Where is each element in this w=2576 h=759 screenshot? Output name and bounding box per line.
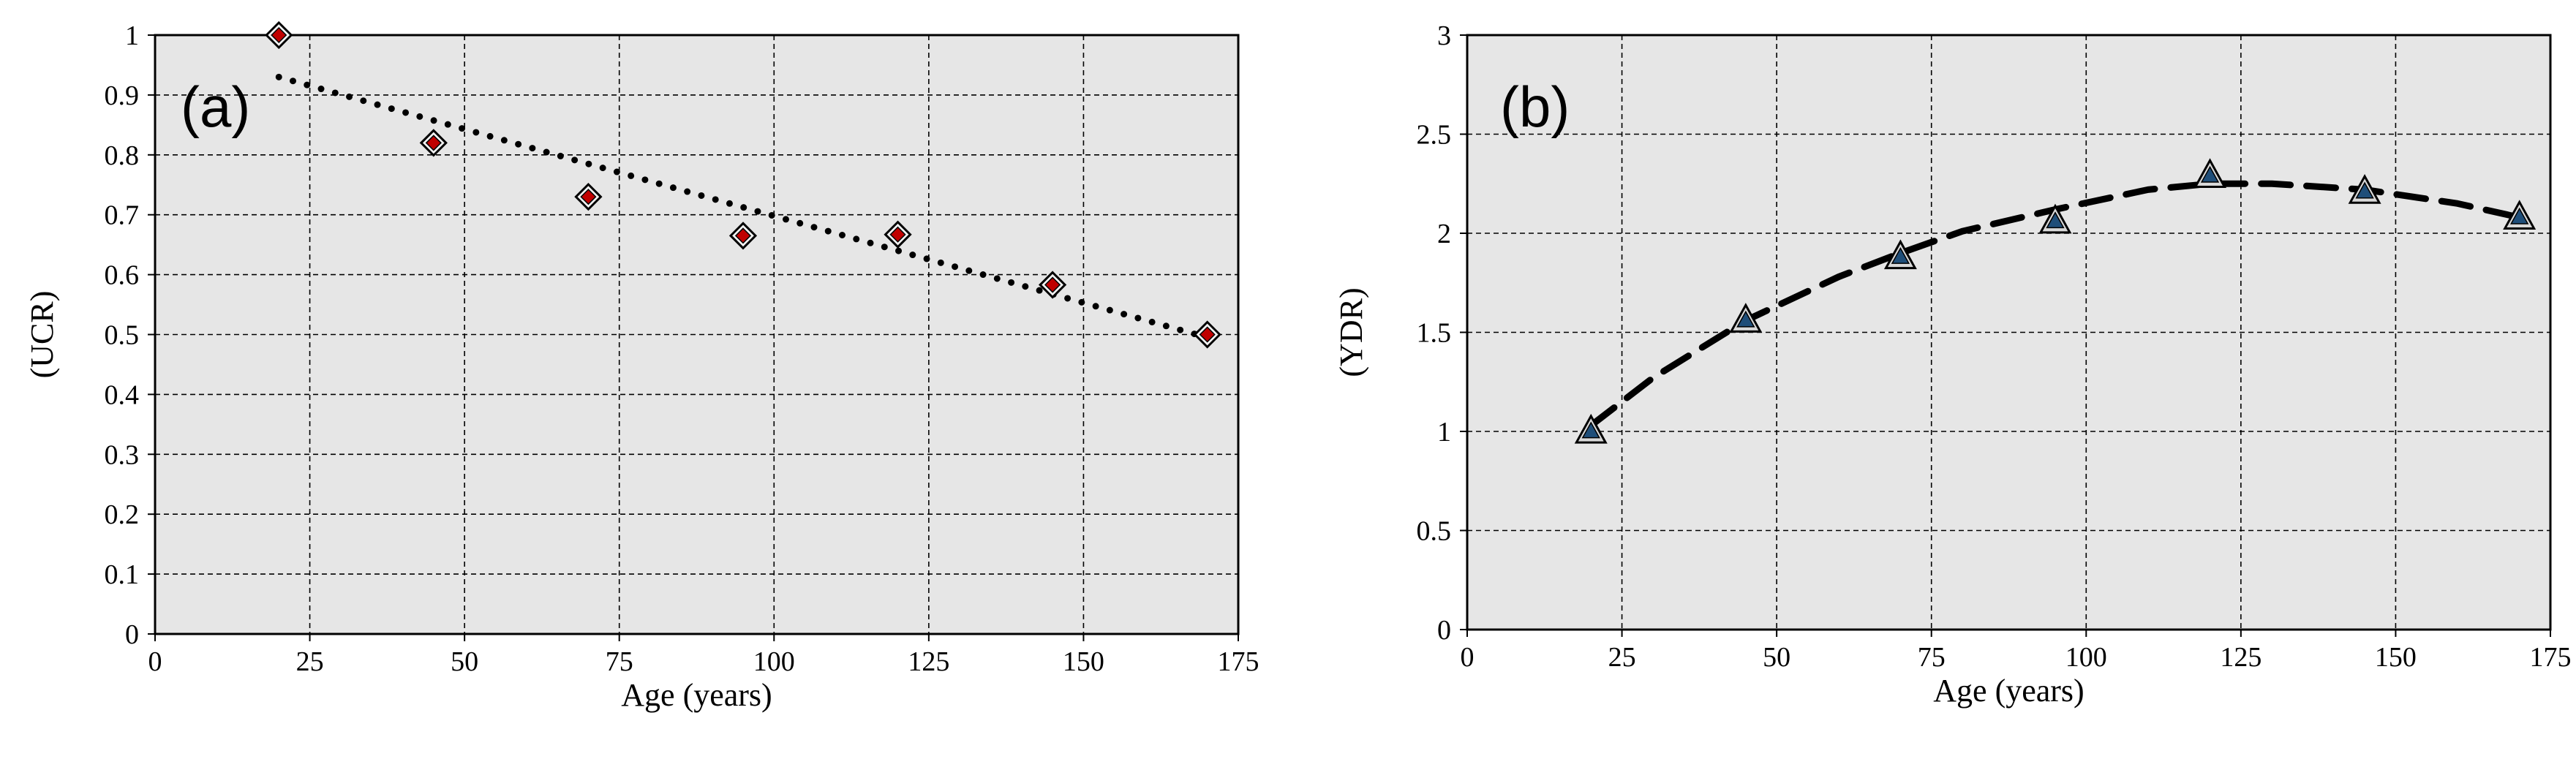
- chart-a: 0 25 50 75 100 125 150 175 0 0.1 0.2 0.3 0.4 0.5 0.6 0.…: [24, 20, 1259, 713]
- chart-a-xtick-label: 150: [1063, 646, 1104, 677]
- chart-a-ytick-label: 0.3: [105, 439, 140, 470]
- chart-a-ytick-label: 0: [125, 619, 139, 650]
- chart-b-xtick-label: 25: [1608, 642, 1636, 673]
- chart-b-xtick-label: 50: [1763, 642, 1790, 673]
- chart-b-x-axis-title: Age (years): [1933, 673, 2084, 709]
- chart-a-data-point-fill: [580, 189, 597, 205]
- chart-b-panel-label: (b): [1500, 75, 1570, 139]
- chart-b-ytick-label: 1: [1437, 417, 1451, 448]
- chart-b-data-point-fill: [2510, 207, 2529, 224]
- chart-b-xtick-label: 150: [2375, 642, 2417, 673]
- chart-a-data-point-fill: [425, 135, 442, 151]
- chart-a-data-point-fill: [1199, 326, 1216, 343]
- chart-b-xtick-label: 125: [2220, 642, 2261, 673]
- chart-b-ytick-label: 0: [1437, 615, 1451, 646]
- chart-a-panel-label: (a): [181, 75, 250, 139]
- chart-a-xtick-label: 100: [753, 646, 795, 677]
- chart-a-xtick-label: 125: [908, 646, 949, 677]
- chart-a-ytick-label: 0.5: [105, 320, 140, 351]
- chart-b-ytick-label: 2.5: [1417, 120, 1452, 151]
- chart-a-data-point-fill: [271, 26, 287, 44]
- chart-b-ytick-label: 1.5: [1417, 318, 1452, 349]
- chart-a-ytick-label: 0.2: [105, 499, 140, 530]
- chart-b-data-point-fill: [1736, 310, 1755, 328]
- chart-b: 0 25 50 75 100 125 150 175 0 0.5 1 1.5 2 2.5 3 Age (yea…: [1333, 20, 2572, 709]
- chart-a-xtick-label: 50: [451, 646, 478, 677]
- chart-a-ytick-label: 0.9: [105, 80, 140, 111]
- chart-a-xtick-label: 175: [1218, 646, 1259, 677]
- chart-b-xtick-label: 175: [2530, 642, 2572, 673]
- chart-b-ytick-label: 3: [1437, 20, 1451, 51]
- chart-a-xtick-label: 75: [606, 646, 633, 677]
- chart-b-data-point-fill: [2046, 211, 2065, 229]
- chart-a-ytick-label: 0.1: [105, 559, 140, 590]
- chart-b-xtick-label: 0: [1461, 642, 1475, 673]
- chart-b-ytick-label: 2: [1437, 219, 1451, 249]
- chart-a-ytick-label: 0.7: [105, 200, 140, 231]
- chart-a-ytick-label: 0.8: [105, 140, 140, 171]
- chart-a-data-point-fill: [734, 227, 752, 244]
- chart-a-x-axis-title: Age (years): [621, 677, 772, 713]
- chart-b-data-point-fill: [1581, 421, 1600, 439]
- chart-a-ytick-label: 1: [125, 20, 139, 51]
- chart-a-ytick-label: 0.6: [105, 260, 140, 291]
- chart-a-data-point-fill: [1044, 276, 1061, 293]
- chart-b-data-point-fill: [2200, 165, 2220, 183]
- chart-b-ytick-label: 0.5: [1417, 516, 1452, 547]
- chart-b-xtick-label: 100: [2065, 642, 2107, 673]
- chart-b-xtick-label: 75: [1918, 642, 1946, 673]
- chart-a-data-point-fill: [889, 226, 906, 243]
- chart-a-y-axis-title: (UCR): [24, 291, 60, 379]
- chart-a-xtick-label: 25: [296, 646, 324, 677]
- chart-b-data-point-fill: [2355, 181, 2374, 199]
- chart-b-data-point-fill: [1891, 246, 1910, 264]
- chart-a-xtick-label: 0: [148, 646, 162, 677]
- chart-a-ytick-label: 0.4: [105, 380, 140, 410]
- chart-b-y-axis-title: (YDR): [1333, 287, 1369, 377]
